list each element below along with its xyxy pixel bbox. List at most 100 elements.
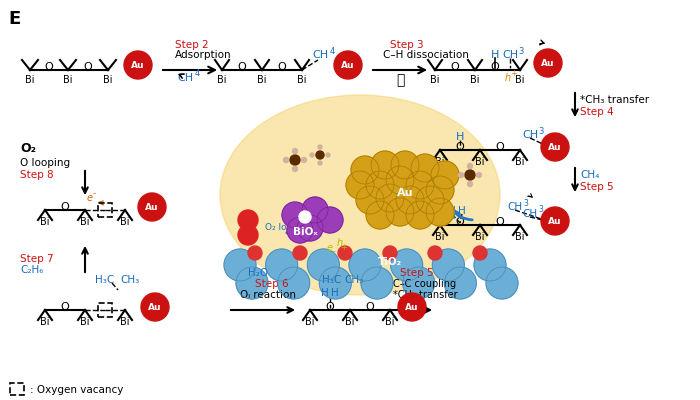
Text: Bi: Bi: [385, 317, 395, 327]
Text: Step 8: Step 8: [20, 170, 54, 180]
Text: h: h: [505, 73, 511, 83]
Text: Step 5: Step 5: [400, 268, 433, 278]
Text: Bi: Bi: [80, 217, 90, 227]
Text: Step 2: Step 2: [175, 40, 209, 50]
Text: Au: Au: [397, 188, 413, 198]
Text: Bi: Bi: [515, 232, 525, 242]
Circle shape: [411, 154, 439, 182]
Text: O: O: [61, 202, 69, 212]
Circle shape: [371, 151, 399, 179]
Circle shape: [141, 293, 169, 321]
Circle shape: [468, 182, 472, 186]
Bar: [98, 303, 112, 317]
Circle shape: [302, 197, 328, 223]
Circle shape: [316, 151, 324, 159]
Text: Step 5: Step 5: [580, 182, 614, 192]
Text: O: O: [496, 142, 505, 152]
Text: Bi: Bi: [435, 157, 444, 167]
Text: Bi: Bi: [305, 317, 315, 327]
Circle shape: [238, 225, 258, 245]
Circle shape: [318, 161, 322, 165]
Circle shape: [236, 267, 268, 299]
Circle shape: [396, 186, 424, 214]
Text: e: e: [87, 193, 93, 203]
Text: O: O: [491, 62, 499, 72]
Text: : Oxygen vacancy: : Oxygen vacancy: [30, 385, 123, 395]
Text: CH₃: CH₃: [120, 275, 139, 285]
Circle shape: [376, 184, 404, 212]
Text: O: O: [61, 302, 69, 312]
Circle shape: [124, 51, 152, 79]
Text: O: O: [456, 142, 464, 152]
Circle shape: [541, 133, 569, 161]
Text: Au: Au: [548, 142, 561, 152]
Text: H₃C: H₃C: [95, 275, 115, 285]
Circle shape: [391, 151, 419, 179]
Circle shape: [302, 158, 307, 162]
Bar: [98, 203, 112, 217]
Text: O: O: [451, 62, 459, 72]
Text: H₃C: H₃C: [323, 275, 342, 285]
Text: 4: 4: [330, 46, 335, 56]
Text: O: O: [278, 62, 286, 72]
Text: O: O: [83, 62, 92, 72]
Text: Bi: Bi: [120, 217, 130, 227]
Circle shape: [406, 201, 434, 229]
Circle shape: [319, 267, 351, 299]
Text: H: H: [458, 206, 466, 216]
Circle shape: [349, 249, 381, 281]
Text: Bi: Bi: [63, 75, 73, 85]
Text: BiOₓ: BiOₓ: [293, 227, 317, 237]
Text: C–H dissociation: C–H dissociation: [383, 50, 469, 60]
Circle shape: [334, 51, 362, 79]
Text: Bi: Bi: [475, 232, 484, 242]
Circle shape: [326, 153, 330, 157]
Circle shape: [473, 246, 487, 260]
Circle shape: [391, 249, 423, 281]
Circle shape: [406, 171, 434, 199]
Circle shape: [346, 171, 374, 199]
Text: Adsorption: Adsorption: [175, 50, 232, 60]
Circle shape: [287, 217, 313, 243]
Circle shape: [477, 172, 482, 178]
Text: Bi: Bi: [80, 317, 90, 327]
Text: Au: Au: [548, 216, 561, 226]
Text: H: H: [491, 50, 499, 60]
Text: Oₗ reaction: Oₗ reaction: [240, 290, 296, 300]
Text: CH₄: CH₄: [580, 170, 599, 180]
Circle shape: [465, 170, 475, 180]
Text: H₂O: H₂O: [248, 268, 268, 278]
Circle shape: [534, 49, 562, 77]
Text: 4: 4: [195, 70, 200, 78]
Text: Bi: Bi: [258, 75, 267, 85]
Circle shape: [474, 249, 506, 281]
Text: CH: CH: [177, 73, 193, 83]
Circle shape: [444, 267, 476, 299]
Circle shape: [486, 267, 518, 299]
Circle shape: [356, 186, 384, 214]
Text: O₂ looping: O₂ looping: [265, 224, 312, 232]
Text: Step 7: Step 7: [20, 254, 54, 264]
Text: O₂: O₂: [20, 142, 36, 154]
Circle shape: [297, 215, 323, 241]
Text: H: H: [448, 206, 456, 216]
Circle shape: [293, 246, 307, 260]
Text: 💡: 💡: [395, 73, 404, 87]
Text: Bi: Bi: [475, 157, 484, 167]
Bar: [10, 383, 24, 395]
Circle shape: [299, 211, 311, 223]
Text: O: O: [45, 62, 53, 72]
Circle shape: [433, 249, 464, 281]
Text: Bi: Bi: [435, 232, 444, 242]
Circle shape: [318, 145, 322, 149]
Circle shape: [338, 246, 352, 260]
Circle shape: [426, 198, 454, 226]
Text: Bi: Bi: [120, 317, 130, 327]
Circle shape: [541, 207, 569, 235]
Text: E: E: [8, 10, 20, 28]
Text: Step 4: Step 4: [580, 107, 614, 117]
Circle shape: [402, 267, 435, 299]
Text: Au: Au: [148, 302, 162, 312]
Text: Au: Au: [541, 58, 554, 68]
Text: +: +: [341, 242, 347, 252]
